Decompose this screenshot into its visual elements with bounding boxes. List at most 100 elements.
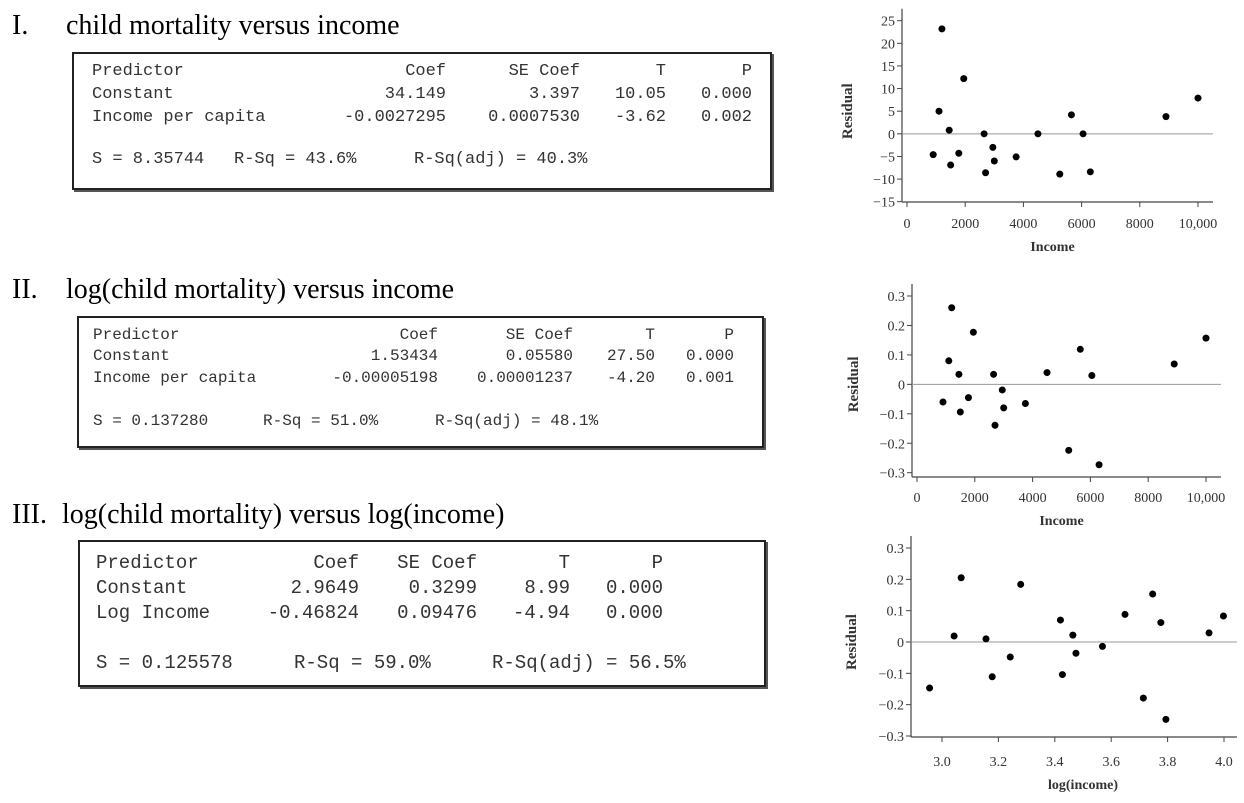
x-tick-label: 8000 [1134,491,1162,506]
data-point [1219,612,1227,620]
x-tick-label: 2000 [961,491,989,506]
data-point [991,421,999,429]
data-point [1162,113,1170,121]
se-coef-cell: SE Coef [508,62,580,81]
t-cell: T [558,552,570,574]
data-point [1202,334,1210,342]
y-tick-label: −0.1 [879,667,904,682]
data-point [1072,649,1080,657]
data-point [947,161,955,169]
section-1-title-text: child mortality versus income [66,10,400,41]
t-cell: -3.62 [614,108,666,127]
x-tick-label: 4000 [1009,217,1037,232]
y-tick-label: 5 [888,105,895,120]
data-point [982,169,990,177]
predictor-cell: Log Income [96,602,211,624]
x-tick-label: 3.6 [1102,755,1120,770]
y-tick-label: 20 [881,37,895,52]
r-squared: R-Sq = 51.0% [263,412,379,430]
predictor-cell: Income per capita [93,369,257,387]
section-1-numeral: I. [12,10,29,41]
p-cell: 0.002 [700,108,752,127]
x-tick-label: 3.8 [1159,755,1177,770]
x-tick-label: 4000 [1019,491,1047,506]
data-point [1095,461,1103,469]
x-tick-label: 2000 [951,217,979,232]
y-tick-label: 0 [888,128,895,143]
predictor-cell: Constant [96,577,188,599]
y-tick-label: 0 [898,378,905,393]
data-point [990,370,998,378]
p-cell: P [651,552,663,574]
data-point [926,684,934,692]
data-point [1170,360,1178,368]
r-squared: R-Sq = 43.6% [234,150,357,169]
data-point [1058,671,1066,679]
x-tick-label: 0 [904,217,911,232]
data-point [957,574,965,582]
table-row: Constant 2.9649 0.3299 8.99 0.000 [80,577,764,599]
y-tick-label: 0 [897,636,904,651]
section-2-numeral: II. [12,274,38,305]
x-tick-label: 4.0 [1215,755,1233,770]
s-statistic: S = 0.137280 [93,412,209,430]
data-point [1076,345,1084,353]
table-header-row: Predictor Coef SE Coef T P [74,62,770,82]
y-tick-label: −0.3 [880,467,905,482]
se-coef-cell: SE Coef [397,552,477,574]
y-tick-label: 0.2 [887,573,905,588]
coef-cell: -0.0027295 [343,108,446,127]
data-point [960,75,968,83]
coef-cell: -0.00005198 [332,369,438,387]
predictor-cell: Constant [93,347,170,365]
x-tick-label: 3.2 [990,755,1008,770]
section-2-title-text: log(child mortality) versus income [66,274,455,305]
x-tick-label: 3.0 [933,755,951,770]
y-axis-label: Residual [844,614,860,670]
section-2-title: II. log(child mortality) versus income [12,274,454,306]
predictor-cell: Income per capita [92,108,266,127]
data-point [1098,642,1106,650]
coef-cell: 1.53434 [370,347,438,365]
s-statistic: S = 8.35744 [92,150,205,169]
data-point [1162,715,1170,723]
y-tick-label: 0.1 [888,349,906,364]
data-point [990,157,998,165]
section-3-title: III. log(child mortality) versus log(inco… [12,499,504,531]
data-point [1205,629,1213,637]
p-cell: P [741,62,752,81]
data-point [929,151,937,159]
data-point [955,370,963,378]
data-point [1065,446,1073,454]
data-point [1000,404,1008,412]
data-point [1149,590,1157,598]
data-point [982,635,990,643]
y-tick-label: −5 [880,150,895,165]
x-tick-label: 6000 [1068,217,1096,232]
y-tick-label: 0.3 [887,542,905,557]
se-coef-cell: 3.397 [528,85,580,104]
data-point [1012,153,1020,161]
section-3-title-text: log(child mortality) versus log(income) [62,499,505,530]
data-point [1043,369,1051,377]
t-cell: 10.05 [614,85,666,104]
x-tick-label: 10,000 [1179,217,1218,232]
p-cell: 0.000 [605,602,663,624]
regression-output-2: Predictor Coef SE Coef T P Constant 1.53434 0.0… [77,316,764,448]
coef-cell: -0.46824 [267,602,359,624]
data-point [1006,653,1014,661]
table-row: Income per capita -0.0027295 0.0007530 -3.6… [74,108,770,128]
r-squared-adj: R-Sq(adj) = 40.3% [414,150,588,169]
data-point [948,304,956,312]
data-point [1157,619,1165,627]
data-point [980,130,988,138]
p-cell: 0.000 [685,347,734,365]
se-coef-cell: SE Coef [505,326,573,344]
data-point [1079,130,1087,138]
data-point [1056,170,1064,178]
data-point [1021,399,1029,407]
data-point [956,408,964,416]
data-point [1069,631,1077,639]
y-axis-label: Residual [846,356,862,412]
